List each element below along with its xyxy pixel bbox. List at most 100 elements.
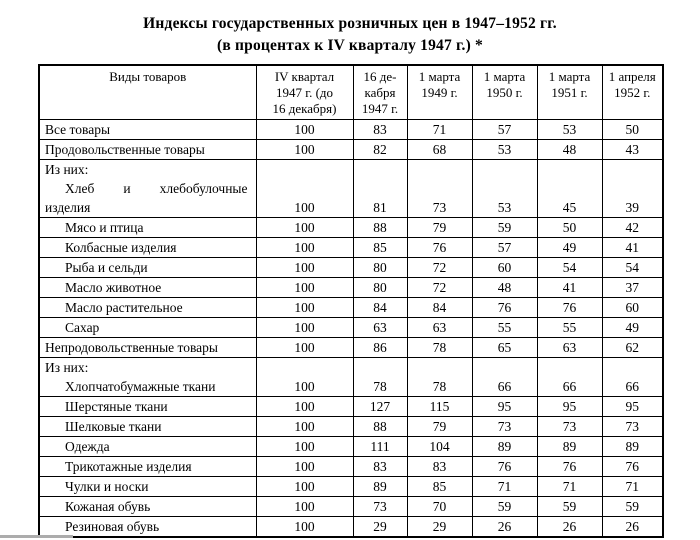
value-cell: 111 [352, 436, 408, 457]
value-cell: 73 [406, 159, 473, 218]
value-cell: 89 [601, 436, 664, 457]
row-label: Кожаная обувь [38, 496, 257, 517]
value-cell: 100 [255, 297, 354, 318]
value-cell: 100 [255, 416, 354, 437]
value-cell: 78 [406, 357, 473, 397]
value-cell: 76 [536, 297, 603, 318]
table-row: Непродовольственные товары 100 86 78 65 63 62 [38, 337, 664, 358]
value-cell: 57 [471, 119, 538, 140]
value-cell: 70 [406, 496, 473, 517]
value-cell: 80 [352, 257, 408, 278]
value-cell: 72 [406, 277, 473, 298]
table-row: Масло животное 100 80 72 48 41 37 [38, 277, 664, 298]
document-page: { "title": { "line1": "Индексы государст… [0, 13, 700, 540]
value-cell: 53 [471, 159, 538, 218]
value-cell: 83 [352, 456, 408, 477]
value-cell: 95 [471, 396, 538, 417]
value-cell: 50 [601, 119, 664, 140]
value-cell: 59 [471, 496, 538, 517]
table-title: Индексы государственных розничных цен в … [0, 13, 700, 57]
value-cell: 49 [601, 317, 664, 338]
table-row: Шелковые ткани 100 88 79 73 73 73 [38, 416, 664, 437]
value-cell: 79 [406, 416, 473, 437]
value-cell: 100 [255, 476, 354, 497]
value-cell: 83 [406, 456, 473, 477]
table-row: Шерстяные ткани 100 127 115 95 95 95 [38, 396, 664, 417]
header-row: Виды товаров IV квартал 1947 г. (до 16 дека… [38, 64, 664, 120]
value-cell: 100 [255, 357, 354, 397]
value-cell: 59 [536, 496, 603, 517]
value-cell: 62 [601, 337, 664, 358]
table-row: Мясо и птица 100 88 79 59 50 42 [38, 217, 664, 238]
value-cell: 100 [255, 159, 354, 218]
row-label: Мясо и птица [38, 217, 257, 238]
value-cell: 73 [536, 416, 603, 437]
price-index-table: Виды товаров IV квартал 1947 г. (до 16 дека… [38, 64, 664, 538]
value-cell: 85 [352, 237, 408, 258]
row-label: Из них: Хлопчатобумажные ткани [38, 357, 257, 397]
table-row: Рыба и сельди 100 80 72 60 54 54 [38, 257, 664, 278]
value-cell: 76 [536, 456, 603, 477]
value-cell: 95 [601, 396, 664, 417]
value-cell: 100 [255, 119, 354, 140]
value-cell: 95 [536, 396, 603, 417]
value-cell: 100 [255, 496, 354, 517]
value-cell: 78 [352, 357, 408, 397]
value-cell: 66 [536, 357, 603, 397]
value-cell: 88 [352, 217, 408, 238]
table-header: Виды товаров IV квартал 1947 г. (до 16 дека… [38, 64, 664, 120]
value-cell: 59 [471, 217, 538, 238]
value-cell: 72 [406, 257, 473, 278]
value-cell: 41 [601, 237, 664, 258]
row-label: Все товары [38, 119, 257, 140]
value-cell: 100 [255, 337, 354, 358]
value-cell: 63 [352, 317, 408, 338]
table-row: Одежда 100 111 104 89 89 89 [38, 436, 664, 457]
row-label: Колбасные изделия [38, 237, 257, 258]
row-label: Сахар [38, 317, 257, 338]
table-row: Колбасные изделия 100 85 76 57 49 41 [38, 237, 664, 258]
value-cell: 76 [601, 456, 664, 477]
value-cell: 53 [471, 139, 538, 160]
value-cell: 85 [406, 476, 473, 497]
table-row: Трикотажные изделия 100 83 83 76 76 76 [38, 456, 664, 477]
value-cell: 71 [536, 476, 603, 497]
row-label: Шелковые ткани [38, 416, 257, 437]
value-cell: 45 [536, 159, 603, 218]
table-row: Все товары 100 83 71 57 53 50 [38, 119, 664, 140]
value-cell: 57 [471, 237, 538, 258]
value-cell: 48 [471, 277, 538, 298]
row-label: Продовольственные товары [38, 139, 257, 160]
table-title-line2: (в процентах к IV кварталу 1947 г.) * [217, 37, 483, 54]
value-cell: 89 [352, 476, 408, 497]
value-cell: 63 [406, 317, 473, 338]
value-cell: 89 [471, 436, 538, 457]
row-label: Из них: Хлеб и хлебобулочные изделия [38, 159, 257, 218]
value-cell: 89 [536, 436, 603, 457]
value-cell: 100 [255, 217, 354, 238]
value-cell: 60 [471, 257, 538, 278]
horizontal-scrollbar-fragment[interactable] [0, 535, 73, 538]
column-header: 1 марта 1949 г. [406, 64, 473, 120]
value-cell: 73 [471, 416, 538, 437]
table-row: Кожаная обувь 100 73 70 59 59 59 [38, 496, 664, 517]
value-cell: 68 [406, 139, 473, 160]
column-header: Виды товаров [38, 64, 257, 120]
value-cell: 63 [536, 337, 603, 358]
table-row: Из них: Хлопчатобумажные ткани 100 78 78 66 66… [38, 357, 664, 397]
value-cell: 48 [536, 139, 603, 160]
value-cell: 71 [601, 476, 664, 497]
row-label: Шерстяные ткани [38, 396, 257, 417]
column-header: 1 марта 1950 г. [471, 64, 538, 120]
table-row: Продовольственные товары 100 82 68 53 48 43 [38, 139, 664, 160]
column-header: IV квартал 1947 г. (до 16 декабря) [255, 64, 354, 120]
value-cell: 55 [471, 317, 538, 338]
value-cell: 39 [601, 159, 664, 218]
value-cell: 71 [471, 476, 538, 497]
value-cell: 115 [406, 396, 473, 417]
value-cell: 66 [471, 357, 538, 397]
value-cell: 37 [601, 277, 664, 298]
value-cell: 66 [601, 357, 664, 397]
row-label: Трикотажные изделия [38, 456, 257, 477]
row-label: Рыба и сельди [38, 257, 257, 278]
